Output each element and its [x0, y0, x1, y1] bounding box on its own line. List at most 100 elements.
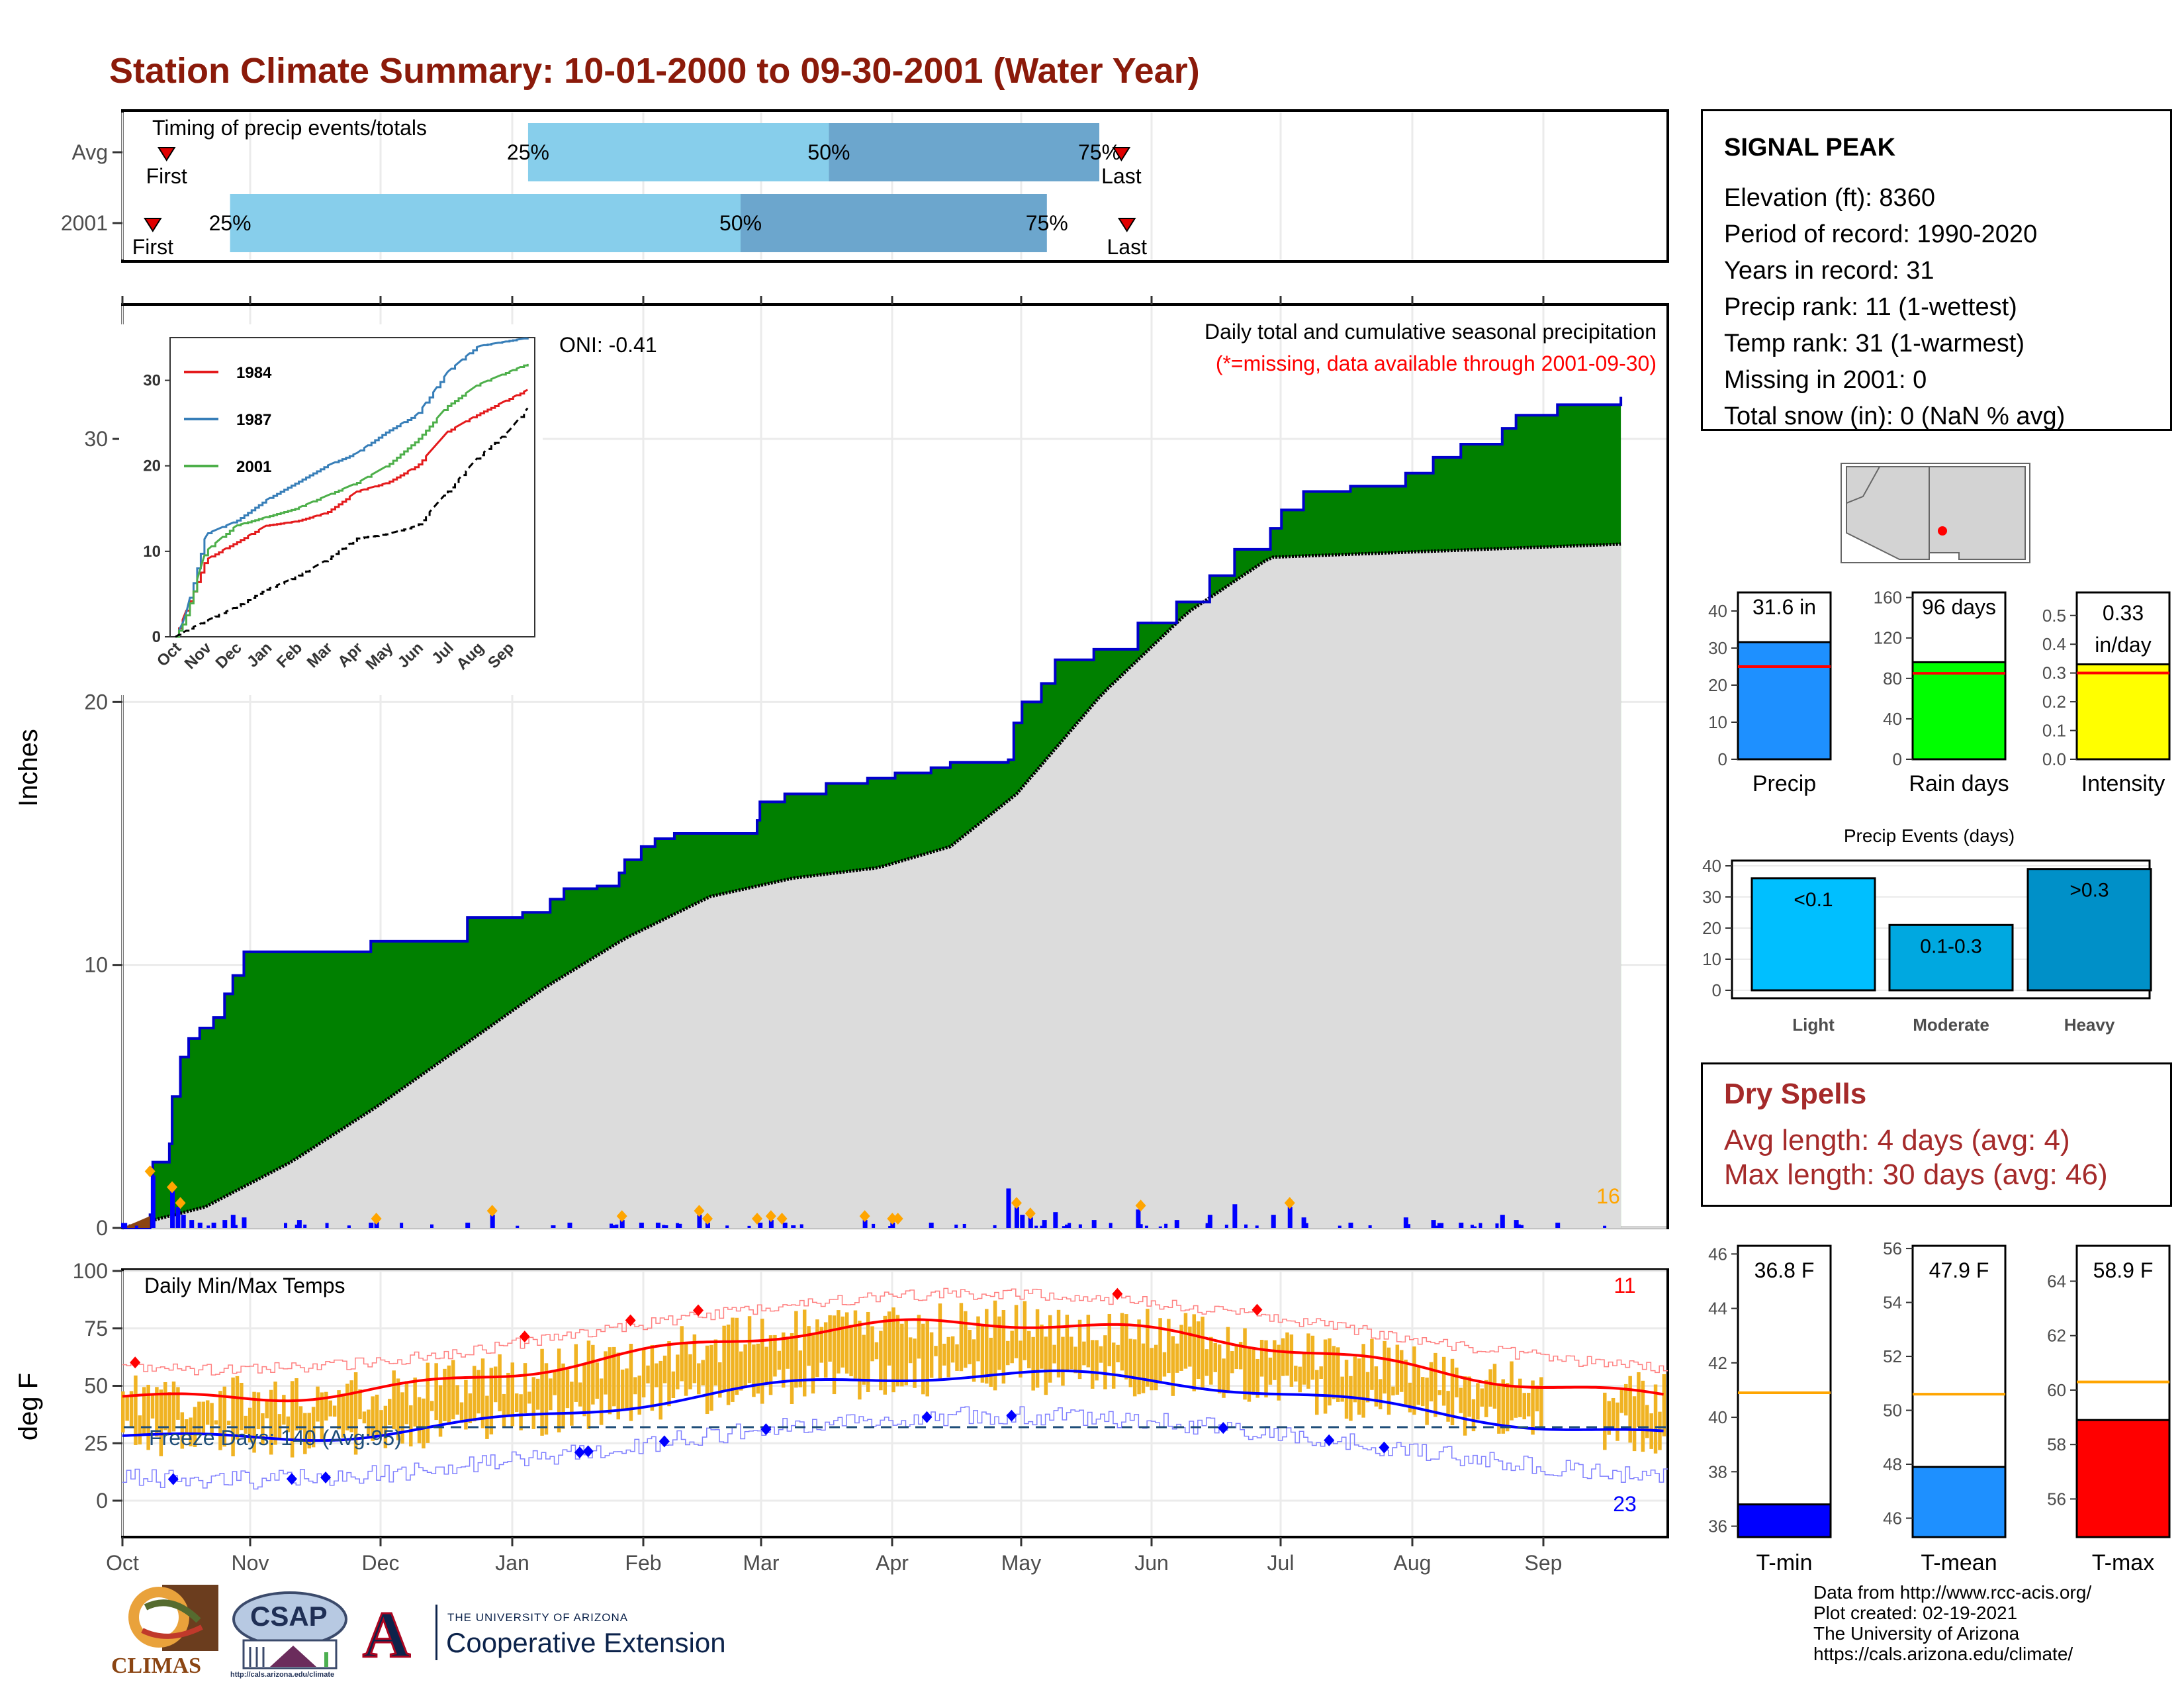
daily-temp-bar — [345, 1383, 349, 1430]
daily-precip-bar — [284, 1223, 288, 1228]
daily-precip-bar — [234, 1227, 238, 1228]
temp-summary-bar — [2075, 1419, 2171, 1538]
temp-summary-name: T-mean — [1921, 1550, 1997, 1575]
daily-precip-bar — [929, 1223, 934, 1228]
daily-temp-bar — [802, 1309, 807, 1397]
daily-temp-bar — [498, 1354, 502, 1411]
daily-temp-bar — [688, 1354, 692, 1389]
daily-temp-bar — [269, 1389, 273, 1455]
daily-precip-bar — [1091, 1220, 1097, 1228]
daily-temp-bar — [595, 1362, 599, 1399]
daily-precip-bar — [1144, 1225, 1148, 1228]
daily-temp-bar — [1455, 1367, 1459, 1397]
daily-temp-bar — [608, 1347, 612, 1415]
daily-temp-bar — [282, 1395, 286, 1425]
daily-temp-bar — [240, 1382, 244, 1430]
daily-temp-bar — [743, 1344, 747, 1389]
daily-temp-bar — [362, 1411, 367, 1424]
daily-temp-bar — [582, 1364, 586, 1417]
temp-summary-y-tick-label: 40 — [1708, 1407, 1727, 1427]
daily-temp-bar — [1031, 1336, 1035, 1391]
early-precip-wedge — [122, 1216, 150, 1228]
daily-temp-bar — [591, 1344, 595, 1405]
record-high-marker — [625, 1314, 636, 1327]
daily-temp-bar — [1027, 1331, 1031, 1369]
dry-spells-title: Dry Spells — [1724, 1078, 1867, 1110]
daily-temp-bar — [1281, 1338, 1285, 1376]
daily-temp-bar — [1637, 1372, 1641, 1427]
daily-temp-bar — [1255, 1358, 1259, 1398]
daily-precip-bar — [1517, 1224, 1521, 1228]
daily-precip-bar — [1304, 1223, 1308, 1228]
temp-summary-bar — [1911, 1466, 2007, 1538]
daily-precip-bar — [234, 1225, 238, 1228]
daily-temp-bar — [895, 1315, 900, 1387]
daily-temp-bar — [358, 1389, 362, 1420]
daily-precip-bar — [369, 1223, 374, 1228]
credits-text: Data from http://www.rcc-acis.org/ Plot … — [1813, 1582, 2091, 1664]
daily-precip-bar — [551, 1225, 555, 1228]
daily-temp-bar — [883, 1315, 887, 1395]
climas-logo-text: CLIMAS — [111, 1654, 202, 1678]
daily-temp-bar — [1268, 1357, 1273, 1385]
daily-temp-bar — [1146, 1309, 1150, 1387]
daily-temp-bar — [1238, 1342, 1243, 1370]
extreme-precip-marker — [892, 1213, 903, 1225]
daily-temp-bar — [510, 1362, 515, 1427]
daily-precip-bar — [664, 1225, 668, 1228]
daily-temp-bar — [1645, 1405, 1649, 1438]
temp-summary-y-tick-label: 56 — [2047, 1489, 2066, 1509]
daily-temp-bar — [1420, 1377, 1425, 1407]
y-tick-label: 50 — [84, 1374, 108, 1398]
extreme-precip-marker — [1135, 1199, 1146, 1212]
daily-precip-bar — [862, 1220, 868, 1228]
daily-precip-bar — [198, 1223, 202, 1228]
extreme-precip-count: 16 — [1596, 1184, 1620, 1208]
daily-temp-bar — [1374, 1366, 1379, 1407]
daily-temp-bar — [637, 1376, 641, 1415]
daily-temp-bar — [1539, 1377, 1543, 1429]
station-detail-line: Elevation (ft): 8360 — [1724, 184, 1935, 212]
temp-summary-y-tick-label: 50 — [1883, 1401, 1902, 1421]
daily-temp-bar — [1073, 1346, 1077, 1374]
daily-temp-bar — [201, 1401, 206, 1434]
daily-temp-bar — [295, 1378, 298, 1430]
daily-temp-bar — [1463, 1376, 1467, 1436]
precip-event-bar-label: <0.1 — [1794, 889, 1833, 911]
daily-temp-bar — [426, 1362, 430, 1443]
daily-temp-bar — [777, 1350, 782, 1370]
temp-summary-y-tick-label: 46 — [1708, 1244, 1727, 1264]
precip-events-y-tick-label: 40 — [1702, 856, 1721, 876]
x-tick-label: Dec — [362, 1551, 400, 1575]
daily-temp-bar — [1357, 1358, 1361, 1415]
daily-temp-bar — [1344, 1360, 1349, 1419]
daily-temp-bar — [1209, 1336, 1213, 1385]
daily-temp-bar — [1624, 1383, 1628, 1416]
daily-temp-bar — [265, 1399, 269, 1419]
daily-precip-bar — [242, 1217, 247, 1228]
credit-line: The University of Arizona — [1813, 1623, 2020, 1644]
daily-temp-bar — [964, 1311, 968, 1368]
extreme-precip-marker — [175, 1197, 186, 1209]
temp-summary-y-tick-label: 54 — [1883, 1293, 1902, 1313]
daily-temp-bar — [718, 1362, 722, 1398]
daily-temp-bar — [709, 1344, 713, 1411]
daily-temp-bar — [1450, 1358, 1455, 1426]
x-tick-label: Feb — [625, 1551, 661, 1575]
precip-y-axis-label: Inches — [14, 729, 43, 807]
temp-summary-frame — [1737, 1244, 1832, 1538]
daily-precip-bar — [639, 1223, 644, 1228]
daily-temp-bar — [447, 1365, 451, 1425]
extreme-precip-marker — [167, 1181, 178, 1194]
extreme-precip-marker — [371, 1213, 382, 1225]
daily-temp-bar — [1615, 1402, 1619, 1441]
daily-precip-bar — [1065, 1224, 1069, 1228]
daily-temp-bar — [913, 1338, 917, 1388]
summary-bar-name: Intensity — [2081, 771, 2165, 796]
daily-temp-bar — [1264, 1340, 1268, 1398]
precip-event-category: Moderate — [1913, 1015, 1989, 1035]
inset-y-tick-label: 20 — [143, 457, 161, 475]
daily-precip-bar — [747, 1225, 751, 1228]
summary-y-tick-label: 0.2 — [2042, 692, 2066, 712]
daily-temp-bar — [1370, 1338, 1374, 1390]
